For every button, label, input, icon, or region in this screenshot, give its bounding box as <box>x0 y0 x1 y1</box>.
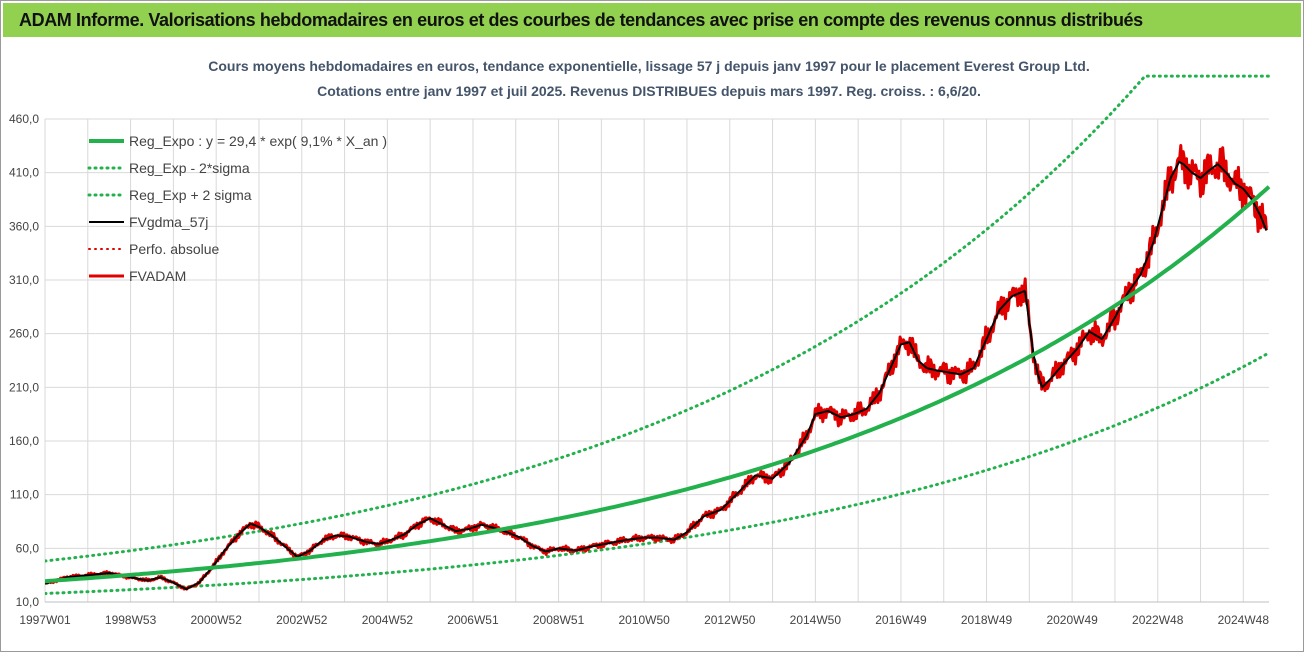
legend-label: Reg_Exp + 2 sigma <box>129 187 252 203</box>
series-reg-expo <box>45 185 1271 584</box>
legend-label: FVADAM <box>129 268 186 284</box>
x-tick-label: 2018W49 <box>961 613 1013 627</box>
x-tick-label: 2024W48 <box>1218 613 1270 627</box>
series-layer <box>45 74 1271 595</box>
y-tick-label: 460,0 <box>9 112 39 126</box>
x-tick-label: 2014W50 <box>790 613 842 627</box>
x-tick-label: 2002W52 <box>276 613 328 627</box>
series-fvadam <box>45 144 1268 591</box>
x-tick-label: 2004W52 <box>362 613 414 627</box>
legend-label: Reg_Exp - 2*sigma <box>129 160 250 176</box>
x-tick-label: 2000W52 <box>191 613 243 627</box>
y-tick-label: 10,0 <box>16 595 40 609</box>
x-tick-label: 2020W49 <box>1046 613 1098 627</box>
series-fvgdma-57j <box>45 160 1268 591</box>
x-tick-label: 2006W51 <box>447 613 499 627</box>
series-reg-exp-plus-2sigma <box>45 74 1271 563</box>
y-tick-label: 210,0 <box>9 380 39 394</box>
y-tick-label: 310,0 <box>9 273 39 287</box>
grid-layer <box>44 118 1269 603</box>
y-tick-label: 110,0 <box>10 488 39 502</box>
x-tick-label: 2012W50 <box>704 613 756 627</box>
chart-title-line1: Cours moyens hebdomadaires en euros, ten… <box>208 58 1090 74</box>
x-tick-label: 2022W48 <box>1132 613 1184 627</box>
chart-svg: 10,0 60,0 110,0 160,0 210,0 260,0 310,0 360,0 41… <box>9 58 1271 627</box>
header-bar: ADAM Informe. Valorisations hebdomadaire… <box>3 3 1301 37</box>
y-tick-label: 410,0 <box>9 166 39 180</box>
x-tick-label: 2008W51 <box>533 613 585 627</box>
header-title: ADAM Informe. Valorisations hebdomadaire… <box>19 9 1143 30</box>
x-tick-label: 1998W53 <box>105 613 157 627</box>
x-tick-label: 2016W49 <box>875 613 927 627</box>
y-tick-label: 260,0 <box>9 327 39 341</box>
axis-layer: 10,0 60,0 110,0 160,0 210,0 260,0 310,0 360,0 41… <box>9 112 1269 627</box>
legend-label: Perfo. absolue <box>129 241 219 257</box>
legend-label: Reg_Expo : y = 29,4 * exp( 9,1% * X_an ) <box>129 133 387 149</box>
y-tick-label: 60,0 <box>16 541 40 555</box>
y-tick-label: 360,0 <box>9 219 39 233</box>
x-tick-label: 1997W01 <box>19 613 71 627</box>
chart-title-line2: Cotations entre janv 1997 et juil 2025. … <box>317 83 981 99</box>
y-tick-label: 160,0 <box>9 434 39 448</box>
legend-label: FVgdma_57j <box>129 214 208 230</box>
x-tick-label: 2010W50 <box>618 613 670 627</box>
series-reg-exp-minus-2sigma <box>45 351 1271 595</box>
legend-layer: Reg_Expo : y = 29,4 * exp( 9,1% * X_an )… <box>87 133 387 284</box>
